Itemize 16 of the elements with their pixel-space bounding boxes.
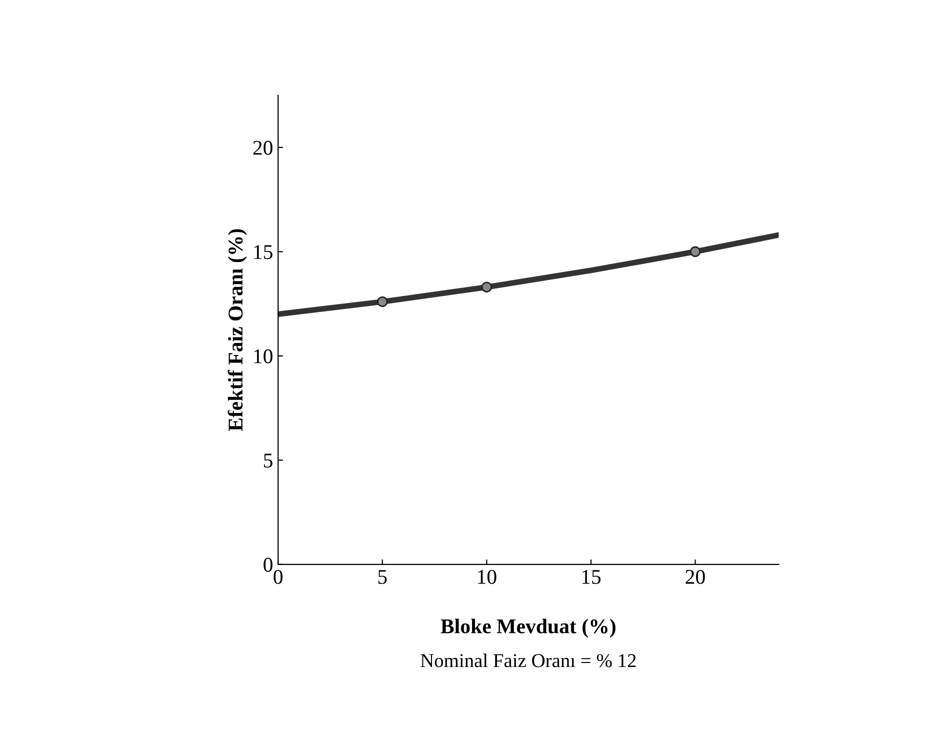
y-tick-label: 10	[254, 349, 272, 364]
y-tick-label: 0	[264, 558, 272, 572]
text: Nominal Faiz Oranı = % 12	[420, 654, 636, 668]
x-tick-label: 20	[686, 570, 705, 584]
x-tick-label: 15	[582, 570, 601, 584]
point	[377, 296, 388, 308]
y-axis-title: Efektif Faiz Oranı (%)	[228, 229, 247, 432]
x-tick-label: 5	[378, 570, 387, 584]
x-axis-title: Bloke Mevduat (%)	[440, 618, 616, 638]
y-tick-label: 5	[264, 454, 272, 468]
x-tick-label: 10	[478, 570, 496, 584]
y-tick-label: 20	[253, 140, 272, 155]
point	[690, 246, 701, 258]
x-tick-label: 0	[274, 570, 283, 584]
point	[481, 282, 492, 292]
y-tick-label: 15	[254, 245, 272, 260]
